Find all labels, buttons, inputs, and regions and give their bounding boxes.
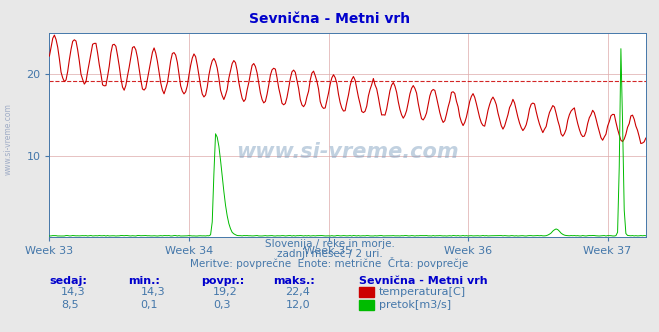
Text: zadnji mesec / 2 uri.: zadnji mesec / 2 uri. — [277, 249, 382, 259]
Text: www.si-vreme.com: www.si-vreme.com — [3, 104, 13, 175]
Text: 8,5: 8,5 — [61, 300, 79, 310]
Text: min.:: min.: — [129, 276, 160, 286]
Text: sedaj:: sedaj: — [49, 276, 87, 286]
Text: 22,4: 22,4 — [285, 288, 310, 297]
Text: 14,3: 14,3 — [140, 288, 165, 297]
Text: www.si-vreme.com: www.si-vreme.com — [237, 142, 459, 162]
Text: Slovenija / reke in morje.: Slovenija / reke in morje. — [264, 239, 395, 249]
Text: maks.:: maks.: — [273, 276, 315, 286]
Text: Sevnična - Metni vrh: Sevnična - Metni vrh — [249, 12, 410, 26]
Text: temperatura[C]: temperatura[C] — [379, 288, 466, 297]
Text: 14,3: 14,3 — [61, 288, 86, 297]
Text: Meritve: povprečne  Enote: metrične  Črta: povprečje: Meritve: povprečne Enote: metrične Črta:… — [190, 257, 469, 269]
Text: pretok[m3/s]: pretok[m3/s] — [379, 300, 451, 310]
Text: povpr.:: povpr.: — [201, 276, 244, 286]
Text: 19,2: 19,2 — [213, 288, 238, 297]
Text: Sevnična - Metni vrh: Sevnična - Metni vrh — [359, 276, 488, 286]
Text: 12,0: 12,0 — [285, 300, 310, 310]
Text: 0,3: 0,3 — [213, 300, 231, 310]
Text: 0,1: 0,1 — [140, 300, 158, 310]
